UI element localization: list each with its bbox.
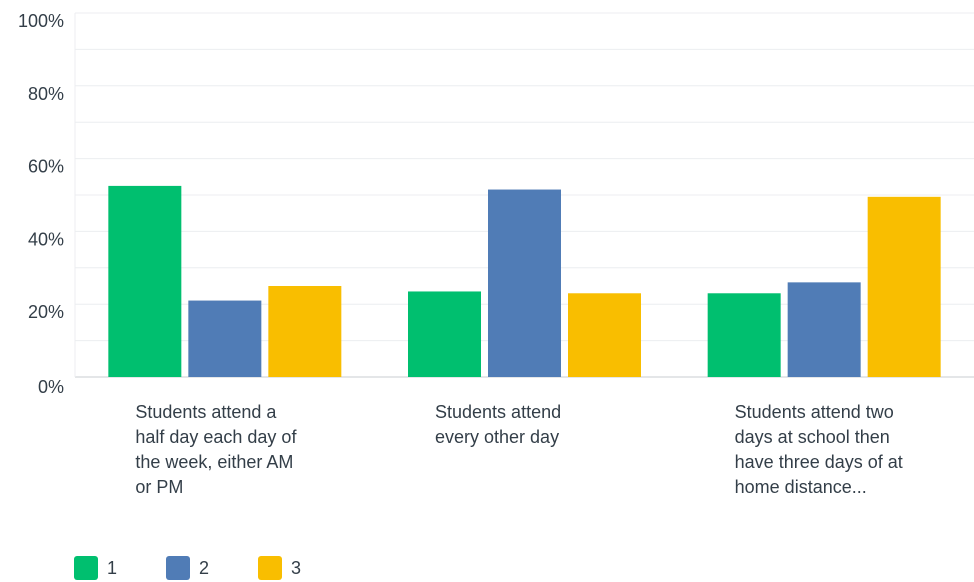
legend-swatch [74, 556, 98, 580]
bar-series-2 [188, 300, 262, 377]
legend-item: 3 [258, 556, 350, 580]
bars [108, 185, 941, 377]
y-tick-label: 40% [28, 229, 64, 249]
category-label-line: or PM [135, 477, 183, 497]
category-label: Students attend two days at school then ha… [735, 402, 903, 497]
bar-series-1 [707, 293, 781, 377]
bar-series-2 [488, 189, 561, 377]
category-label-line: days at school then [735, 427, 890, 447]
legend: 1 2 3 [74, 556, 350, 580]
legend-item: 2 [166, 556, 258, 580]
bar-series-3 [568, 293, 641, 377]
legend-label: 3 [291, 557, 302, 578]
category-label-line: Students attend a [135, 402, 277, 422]
category-label-line: home distance... [735, 477, 867, 497]
category-label: Students attend every other day [435, 402, 561, 447]
y-tick-label: 100% [18, 11, 64, 31]
legend-label: 2 [199, 557, 210, 578]
category-label-line: Students attend two [735, 402, 894, 422]
category-label-line: half day each day of [135, 427, 297, 447]
y-tick-label: 80% [28, 84, 64, 104]
y-tick-label: 0% [38, 377, 64, 397]
x-axis-categories: Students attend a half day each day of the… [135, 402, 902, 497]
legend-swatch [258, 556, 282, 580]
y-tick-label: 20% [28, 302, 64, 322]
legend-swatch [166, 556, 190, 580]
legend-label: 1 [107, 557, 118, 578]
bar-series-2 [787, 282, 861, 377]
category-label-line: have three days of at [735, 452, 903, 472]
y-axis-ticks: 0% 20% 40% 60% 80% 100% [18, 11, 64, 397]
bar-series-3 [867, 196, 941, 377]
bar-series-3 [268, 286, 342, 377]
category-label-line: the week, either AM [135, 452, 293, 472]
bar-series-1 [408, 291, 481, 377]
category-label-line: every other day [435, 427, 559, 447]
y-tick-label: 60% [28, 157, 64, 177]
category-label: Students attend a half day each day of the… [135, 402, 297, 497]
legend-item: 1 [74, 556, 166, 580]
category-label-line: Students attend [435, 402, 561, 422]
bar-series-1 [108, 185, 182, 377]
